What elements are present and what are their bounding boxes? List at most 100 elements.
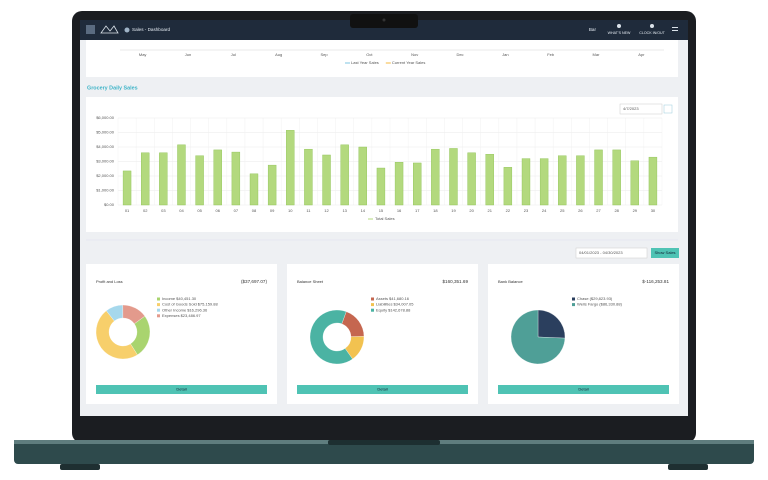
x-tick-label: 25 [560, 208, 565, 213]
card-total: $160,351.69 [442, 279, 468, 284]
bar [213, 149, 222, 206]
legend-label: Expenses [162, 313, 180, 318]
card-title: Balance Sheet [297, 279, 324, 284]
bar [122, 170, 132, 206]
x-tick-label: Mar [593, 52, 601, 57]
legend-value: $41,680.16 [389, 296, 410, 301]
logo [100, 25, 119, 34]
x-tick-label: Feb [547, 52, 555, 57]
x-tick-label: 01 [125, 208, 130, 213]
y-tick-label: $4,000.00 [96, 144, 115, 149]
bar [231, 151, 241, 206]
bar [413, 162, 422, 206]
x-tick-label: 13 [342, 208, 347, 213]
whats-new[interactable]: WHAT'S NEW [608, 31, 631, 35]
legend-label: Cost of Goods Sold [162, 302, 197, 307]
clock-icon [650, 24, 654, 28]
x-tick-label: 24 [542, 208, 547, 213]
clock-in-out[interactable]: CLOCK IN/OUT [639, 31, 665, 35]
bar [195, 155, 204, 206]
x-tick-label: 17 [415, 208, 420, 213]
bar [249, 173, 259, 206]
x-tick-label: 23 [524, 208, 529, 213]
settings-icon[interactable] [672, 27, 678, 28]
x-tick-label: 19 [451, 208, 456, 213]
date-range-text: 04/01/2023 - 04/30/2023 [579, 250, 623, 255]
legend-label: Total Sales [375, 216, 395, 221]
bar [141, 152, 150, 206]
pie-slice [95, 310, 138, 360]
x-tick-label: 18 [433, 208, 438, 213]
date-range-input[interactable] [575, 247, 648, 259]
sales-icon [124, 27, 130, 33]
legend-value: $34,007.05 [393, 302, 414, 307]
bar [358, 146, 367, 206]
bar [177, 144, 186, 206]
bar [612, 149, 621, 206]
legend-label: Liabilities [376, 302, 392, 307]
legend-value: $16,296.36 [187, 307, 208, 312]
y-tick-label: $2,000.00 [96, 173, 115, 178]
legend-value: ($29,823.93) [590, 296, 613, 301]
x-tick-label: 10 [288, 208, 293, 213]
x-tick-label: 21 [488, 208, 493, 213]
bar [539, 158, 549, 206]
y-tick-label: $6,000.00 [96, 115, 115, 120]
x-tick-label: Nov [411, 52, 418, 57]
x-tick-label: Oct [366, 52, 373, 57]
legend-label: Last Year Sales [351, 60, 379, 65]
pie-slice [122, 304, 146, 324]
x-tick-label: Sep [320, 52, 328, 57]
legend-swatch [572, 303, 575, 307]
detail-button[interactable] [498, 385, 669, 394]
detail-button[interactable] [297, 385, 468, 394]
x-tick-label: Jan [502, 52, 508, 57]
x-tick-label: 09 [270, 208, 275, 213]
y-tick-label: $0.00 [104, 202, 115, 207]
section-title: Grocery Daily Sales [87, 85, 138, 91]
date-input[interactable] [619, 103, 663, 115]
x-tick-label: Jul [231, 52, 236, 57]
x-tick-label: 03 [161, 208, 166, 213]
card-title: Bank Balance [498, 279, 523, 284]
bar [159, 152, 168, 206]
x-tick-label: 30 [651, 208, 656, 213]
x-tick-label: 28 [614, 208, 619, 213]
legend-swatch [371, 297, 374, 301]
menu-icon[interactable] [86, 25, 95, 34]
camera [382, 18, 386, 22]
x-tick-label: 05 [197, 208, 202, 213]
x-tick-label: 27 [596, 208, 601, 213]
bar [630, 160, 639, 206]
laptop-notch [328, 440, 440, 445]
x-tick-label: 26 [578, 208, 583, 213]
legend-swatch [157, 297, 160, 301]
user-name[interactable]: Bar [589, 27, 597, 32]
card-total: ($37,697.07) [241, 279, 268, 284]
calendar-button[interactable] [663, 104, 673, 114]
y-tick-label: $3,000.00 [96, 159, 115, 164]
bar [340, 144, 349, 206]
bar [467, 152, 476, 206]
x-tick-label: 29 [633, 208, 638, 213]
x-tick-label: 20 [469, 208, 474, 213]
x-tick-label: 04 [179, 208, 184, 213]
date-input-text: 4/7/2023 [623, 106, 639, 111]
show-sales-button[interactable] [651, 248, 679, 258]
bar [576, 155, 585, 206]
bar [558, 155, 567, 206]
laptop-foot [668, 464, 708, 470]
x-tick-label: Dec [456, 52, 463, 57]
legend-swatch [157, 308, 160, 312]
legend-swatch [157, 303, 160, 307]
card-total: $-116,253.81 [642, 279, 669, 284]
detail-label: Detail [377, 387, 387, 392]
bar [503, 167, 513, 206]
card-title: Profit and Loss [96, 279, 123, 284]
detail-button[interactable] [96, 385, 267, 394]
bar [485, 154, 494, 206]
x-tick-label: 16 [397, 208, 402, 213]
legend-label: Chase [577, 296, 589, 301]
x-tick-label: 15 [379, 208, 384, 213]
